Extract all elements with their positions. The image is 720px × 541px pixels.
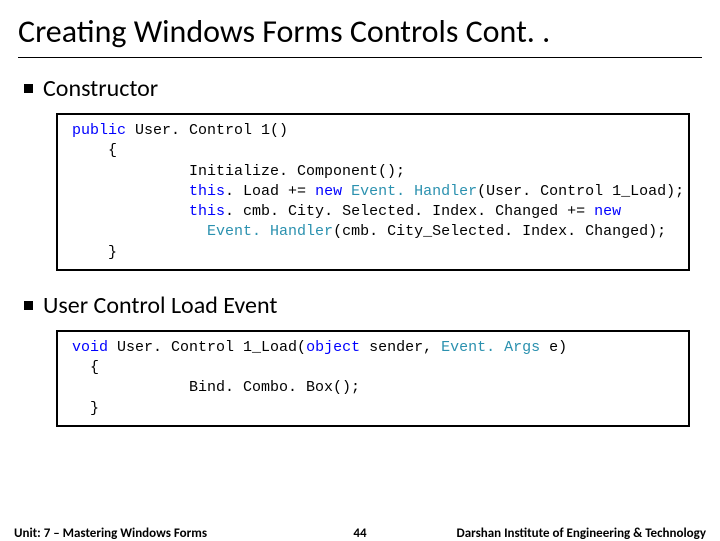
- code-token: Bind. Combo. Box();: [72, 379, 360, 396]
- code-token: [72, 183, 189, 200]
- code-token: Event. Args: [441, 339, 540, 356]
- code-token: Initialize. Component();: [72, 163, 405, 180]
- code-token: }: [72, 400, 99, 417]
- section-load-event: User Control Load Event: [0, 285, 720, 326]
- code-token: object: [306, 339, 360, 356]
- code-token: this: [189, 183, 225, 200]
- code-token: Event. Handler: [207, 223, 333, 240]
- code-token: }: [72, 244, 117, 261]
- code-token: [72, 223, 207, 240]
- section-heading-label: User Control Load Event: [43, 291, 277, 320]
- section-constructor: Constructor: [0, 68, 720, 109]
- section-heading-label: Constructor: [43, 74, 158, 103]
- code-token: User. Control 1(): [126, 122, 288, 139]
- code-token: User. Control 1_Load(: [108, 339, 306, 356]
- footer-institute: Darshan Institute of Engineering & Techn…: [457, 526, 707, 541]
- code-token: . Load +=: [225, 183, 315, 200]
- title-underline: [18, 57, 702, 58]
- code-token: (cmb. City_Selected. Index. Changed);: [333, 223, 666, 240]
- code-token: [342, 183, 351, 200]
- code-token: void: [72, 339, 108, 356]
- code-token: new: [315, 183, 342, 200]
- code-token: sender,: [360, 339, 441, 356]
- code-token: {: [72, 359, 99, 376]
- code-token: e): [540, 339, 567, 356]
- code-token: . cmb. City. Selected. Index. Changed +=: [225, 203, 594, 220]
- code-block-load-event: void User. Control 1_Load(object sender,…: [56, 330, 690, 427]
- code-token: [72, 203, 189, 220]
- code-token: new: [594, 203, 621, 220]
- code-token: public: [72, 122, 126, 139]
- bullet-icon: [24, 84, 33, 93]
- code-token: Event. Handler: [351, 183, 477, 200]
- slide-title: Creating Windows Forms Controls Cont. .: [0, 0, 720, 57]
- code-token: this: [189, 203, 225, 220]
- bullet-icon: [24, 301, 33, 310]
- code-token: {: [72, 142, 117, 159]
- code-token: (User. Control 1_Load);: [477, 183, 684, 200]
- code-block-constructor: public User. Control 1() { Initialize. C…: [56, 113, 690, 271]
